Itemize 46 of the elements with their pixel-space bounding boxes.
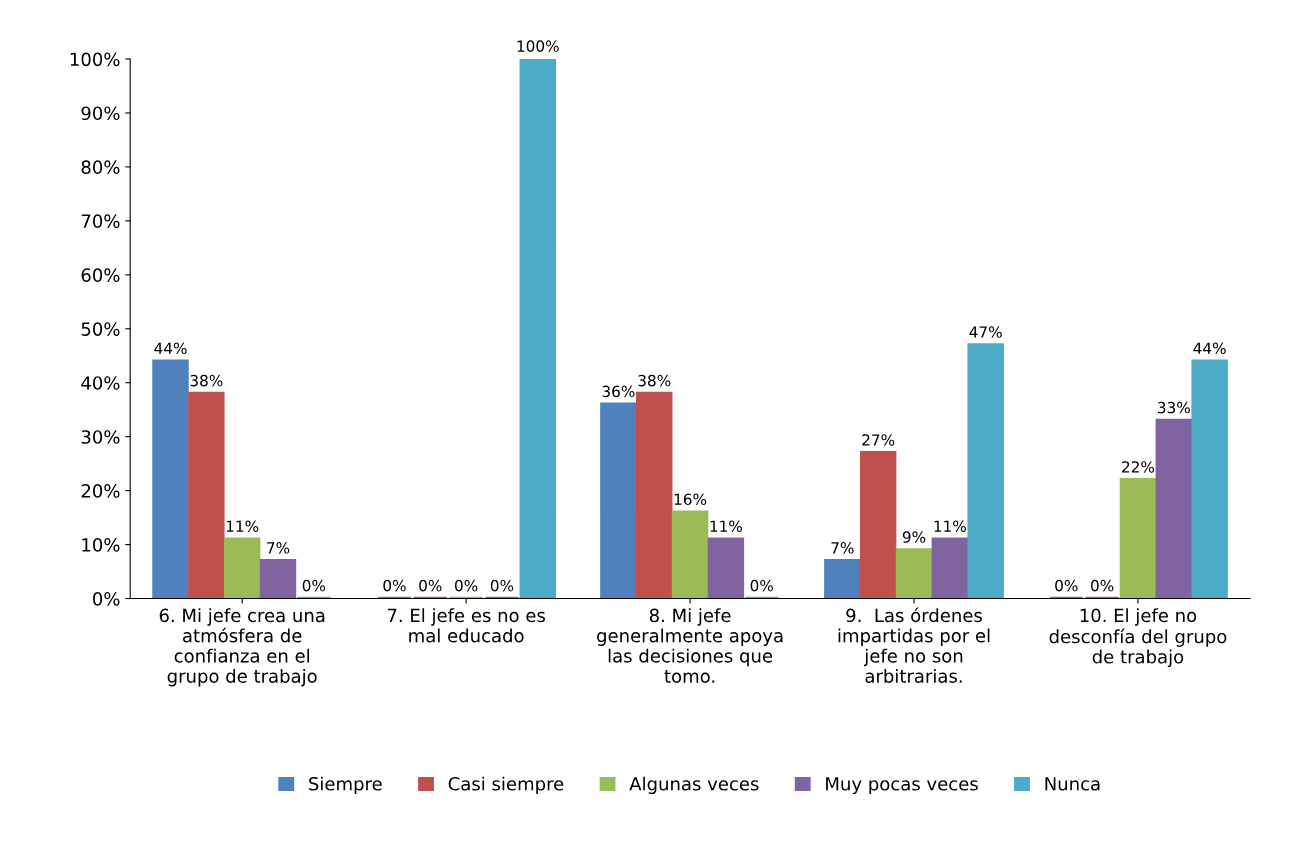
data-label: 44% [154, 342, 187, 355]
y-tick-label: 80% [81, 160, 120, 175]
y-tick-label: 10% [82, 538, 120, 552]
y-tick-label: 100% [70, 52, 120, 67]
data-label: 7% [831, 542, 854, 554]
data-label: 0% [419, 579, 442, 592]
data-label: 11% [226, 520, 259, 533]
legend-label: Siempre [309, 776, 382, 795]
x-tick-label: 9. Las órdenes impartidas por el jefe no son arbitrarias. [838, 607, 990, 683]
data-label: 38% [638, 374, 671, 387]
data-label: 100% [517, 40, 559, 52]
legend-label: Algunas veces [629, 776, 759, 795]
x-tick-label: 10. El jefe no desconfía del grupo de trabajo [1049, 608, 1227, 668]
data-label: 0% [490, 579, 514, 592]
legend-label: Casi siempre [448, 776, 564, 795]
x-tick-label: 8. Mi jefe generalmente apoya las decisiones que tomo. [597, 608, 783, 683]
data-label: 0% [455, 579, 478, 592]
data-label: 36% [602, 385, 635, 398]
data-label: 0% [302, 579, 326, 592]
y-tick-label: 20% [81, 484, 120, 498]
legend-label: Muy pocas veces [826, 777, 978, 795]
data-label: 0% [1091, 579, 1114, 592]
x-tick-label: 7. El jefe es no es mal educado [387, 608, 545, 643]
data-label: 11% [710, 520, 743, 533]
y-tick-label: 70% [81, 214, 120, 228]
y-tick-label: 30% [81, 430, 120, 444]
legend-label: Nunca [1045, 777, 1100, 791]
y-tick-label: 40% [81, 376, 120, 390]
y-tick-label: 50% [81, 322, 120, 336]
data-label: 9% [902, 531, 926, 543]
data-label: 33% [1157, 401, 1190, 414]
data-label: 47% [969, 326, 1002, 338]
data-label: 38% [190, 374, 223, 387]
data-label: 22% [1122, 461, 1155, 473]
x-tick-label: 6. Mi jefe crea una atmósfera de confianza en el grupo de trabajo [159, 608, 325, 687]
data-label: 7% [267, 542, 290, 554]
data-label: 0% [1055, 579, 1078, 592]
data-label: 27% [862, 434, 895, 446]
data-label: 16% [674, 493, 707, 506]
data-label: 44% [1193, 342, 1226, 355]
y-tick-label: 90% [81, 106, 120, 121]
data-label: 0% [750, 579, 773, 592]
y-tick-label: 60% [81, 268, 120, 282]
y-tick-label: 0% [93, 591, 120, 606]
data-label: 0% [383, 579, 406, 592]
data-label: 11% [934, 520, 966, 533]
